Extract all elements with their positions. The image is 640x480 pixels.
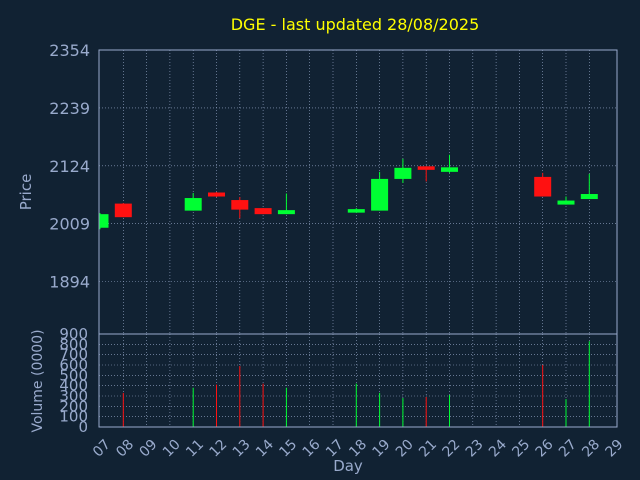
candle-body xyxy=(231,200,249,210)
candle-28 xyxy=(580,173,598,200)
candle-body xyxy=(254,208,272,215)
candle-body xyxy=(184,198,202,211)
candle-21 xyxy=(417,166,435,182)
volume-tick-label: 400 xyxy=(59,377,88,395)
x-axis-label: Day xyxy=(333,457,363,475)
candle-body xyxy=(534,176,552,197)
price-tick-label: 2009 xyxy=(49,215,90,234)
price-tick-labels: 1894 2009 2124 2239 2354 xyxy=(49,41,90,292)
volume-tick-label: 900 xyxy=(59,325,88,343)
candle-08 xyxy=(114,203,132,218)
volume-tick-label: 200 xyxy=(59,397,88,415)
volume-panel-frame xyxy=(98,333,618,428)
candle-body xyxy=(371,178,389,211)
candle-body xyxy=(417,166,435,170)
volume-tick-label: 300 xyxy=(59,387,88,405)
candle-13 xyxy=(231,197,249,219)
volume-grid xyxy=(99,334,617,427)
volume-tick-label: 800 xyxy=(59,335,88,353)
candle-27 xyxy=(557,196,575,205)
price-tick-label: 2354 xyxy=(49,41,90,60)
volume-bars xyxy=(122,341,590,427)
candle-22 xyxy=(441,154,458,173)
candle-body xyxy=(114,203,132,218)
candle-18 xyxy=(347,208,365,213)
candle-body xyxy=(277,210,295,215)
candle-14 xyxy=(254,208,272,215)
volume-tick-label: 600 xyxy=(59,356,88,374)
candles xyxy=(99,154,598,230)
candle-20 xyxy=(394,158,412,183)
price-tick-label: 2239 xyxy=(49,99,90,118)
candle-body xyxy=(347,209,365,213)
candle-26 xyxy=(534,172,552,197)
candle-07 xyxy=(99,213,109,230)
volume-tick-label: 0 xyxy=(78,418,88,436)
chart-title: DGE - last updated 28/08/2025 xyxy=(231,15,480,34)
price-tick-label: 2124 xyxy=(49,157,90,176)
candle-19 xyxy=(371,171,389,211)
candle-body xyxy=(100,214,109,228)
candle-body xyxy=(394,167,412,179)
volume-tick-label: 100 xyxy=(59,408,88,426)
candle-12 xyxy=(208,192,225,198)
candle-body xyxy=(557,200,575,205)
candle-11 xyxy=(184,193,202,211)
candle-body xyxy=(580,194,598,200)
x-tick-labels: 07 08 09 10 11 12 13 14 15 16 17 18 19 20 21 22 23 24 25 26… xyxy=(90,437,627,461)
price-tick-label: 1894 xyxy=(49,273,90,292)
candle-15 xyxy=(277,193,295,215)
volume-tick-label: 700 xyxy=(59,346,88,364)
volume-tick-label: 500 xyxy=(59,366,88,384)
candle-body xyxy=(208,192,225,197)
candle-body xyxy=(441,167,458,172)
y-axis-label: Price xyxy=(17,174,35,211)
volume-axis-label: Volume (0000) xyxy=(30,329,46,432)
